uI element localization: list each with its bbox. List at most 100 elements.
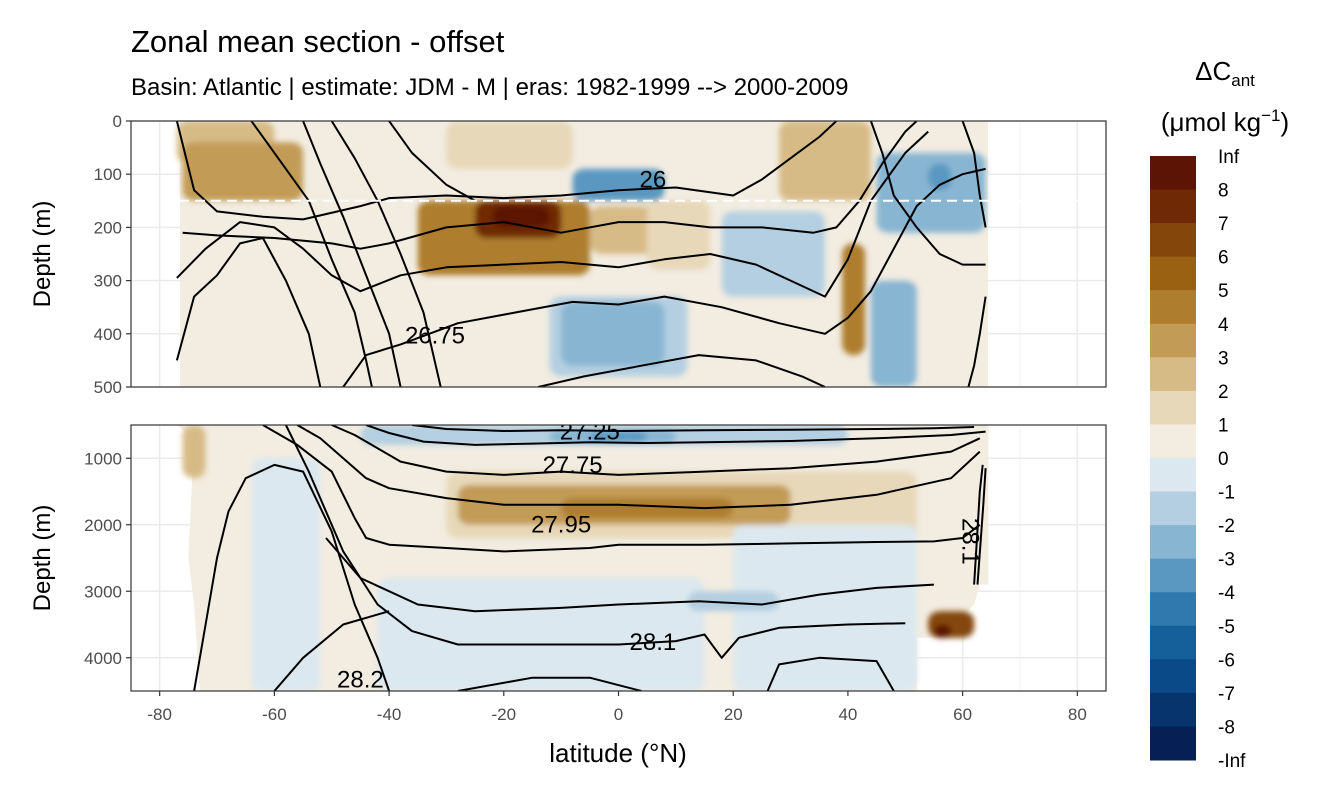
legend-swatch	[1150, 625, 1196, 660]
anomaly-patch	[928, 163, 952, 191]
isopycnal-line	[193, 463, 391, 691]
isopycnal-line	[976, 468, 987, 585]
legend-swatch	[1150, 726, 1196, 761]
anomaly-patch	[779, 121, 871, 201]
legend-break-label: -5	[1218, 617, 1235, 638]
legend-swatch	[1150, 223, 1196, 258]
isopycnal-line	[262, 425, 981, 553]
legend-break-label: -2	[1218, 516, 1235, 537]
legend-break-label: 1	[1218, 415, 1229, 436]
isopycnal-label: 26	[640, 167, 667, 194]
chart-subtitle: Basin: Atlantic | estimate: JDM - M | er…	[131, 74, 849, 101]
isopycnal-line	[766, 656, 895, 691]
y-tick-label: 500	[94, 378, 122, 397]
legend-swatch	[1150, 491, 1196, 526]
anomaly-patch	[251, 458, 321, 691]
isopycnal-line	[273, 610, 390, 691]
isopycnal-line	[342, 167, 986, 387]
legend-break-label: 3	[1218, 348, 1229, 369]
lower-isopycnal-labels: 27.25 27.25 27.75 27.95 28.1 28.2 28.1	[337, 401, 984, 694]
anomaly-patch	[561, 301, 665, 366]
x-tick-label: -40	[377, 705, 402, 724]
isopycnal-line	[250, 121, 373, 387]
x-tick-label: 20	[724, 705, 743, 724]
legend-swatch	[1150, 458, 1196, 493]
y-tick-label: 300	[94, 272, 122, 291]
x-tick-label: 40	[838, 705, 857, 724]
lower-isopycnal-contours	[193, 425, 987, 691]
legend-swatch	[1150, 256, 1196, 291]
legend-break-label: 0	[1218, 449, 1229, 470]
upper-anomaly-field	[176, 121, 986, 387]
isopycnal-line	[537, 354, 826, 387]
anomaly-patch	[733, 524, 917, 691]
y-tick-label: 4000	[84, 649, 122, 668]
legend-units: (μmol kg−1)	[1161, 106, 1289, 137]
legend-swatch	[1150, 189, 1196, 224]
isopycnal-label: 27.25	[359, 401, 419, 428]
x-tick-label: -80	[147, 705, 172, 724]
legend-break-label: -1	[1218, 483, 1235, 504]
isopycnal-line	[175, 121, 838, 221]
legend-break-label: -7	[1218, 684, 1235, 705]
isopycnal-label: 28.1	[957, 518, 984, 565]
isopycnal-label: 26.75	[405, 322, 465, 349]
legend: ΔCant (μmol kg−1) Inf 8 7 6 5 4 3 2 1 0 -1 -2 -3 -4 -5…	[1150, 56, 1289, 772]
isopycnal-line	[331, 425, 981, 476]
y-tick-label: 3000	[84, 582, 122, 601]
anomaly-patch	[870, 280, 917, 387]
anomaly-patch	[647, 200, 711, 270]
x-tick-label: -60	[262, 705, 287, 724]
x-axis: -80 -60 -40 -20 0 20 40 60 80	[147, 691, 1087, 724]
legend-break-label: -6	[1218, 650, 1235, 671]
isopycnal-label: 27.25	[560, 419, 620, 446]
anomaly-patch	[589, 431, 648, 442]
anomaly-patch	[721, 211, 825, 297]
upper-panel-border	[130, 120, 1107, 388]
anomaly-patch	[182, 142, 304, 201]
isopycnal-line	[457, 676, 642, 691]
legend-swatch	[1150, 558, 1196, 593]
x-axis-title: latitude (°N)	[549, 738, 687, 768]
legend-title: ΔCant	[1195, 56, 1255, 90]
legend-swatch	[1150, 592, 1196, 627]
legend-break-label: -4	[1218, 583, 1235, 604]
legend-break-label: 4	[1218, 315, 1229, 336]
legend-break-label: -8	[1218, 717, 1235, 738]
isopycnal-line	[973, 464, 984, 585]
isopycnal-line	[175, 237, 322, 387]
anomaly-patch	[561, 498, 734, 519]
isopycnal-label: 27.75	[543, 452, 603, 479]
legend-break-label: 2	[1218, 382, 1229, 403]
y-tick-label: 1000	[84, 449, 122, 468]
legend-break-label: -3	[1218, 550, 1235, 571]
upper-y-axis: 0 100 200 300 400 500	[94, 112, 131, 397]
anomaly-patch	[933, 624, 952, 638]
legend-break-label: Inf	[1218, 147, 1240, 168]
isopycnal-label: 28.2	[337, 667, 384, 694]
anomaly-patch	[842, 243, 866, 356]
lower-anomaly-field	[182, 425, 975, 691]
x-tick-label: 60	[953, 705, 972, 724]
isopycnal-label: 27.95	[531, 512, 591, 539]
legend-break-label: 6	[1218, 248, 1229, 269]
legend-swatch	[1150, 525, 1196, 560]
legend-break-label: -Inf	[1218, 751, 1246, 772]
legend-swatch	[1150, 659, 1196, 694]
legend-swatch	[1150, 357, 1196, 392]
anomaly-patch	[377, 577, 705, 691]
isopycnal-line	[365, 425, 986, 446]
x-tick-label: 0	[614, 705, 623, 724]
y-axis-title-upper: Depth (m)	[29, 201, 56, 308]
y-tick-label: 400	[94, 325, 122, 344]
y-tick-label: 100	[94, 165, 122, 184]
legend-swatch	[1150, 290, 1196, 325]
isopycnal-line	[967, 296, 987, 387]
chart-title: Zonal mean section - offset	[131, 24, 505, 59]
anomaly-patch	[182, 425, 206, 479]
isopycnal-line	[296, 425, 981, 510]
isopycnal-line	[869, 121, 986, 266]
legend-colorbar	[1150, 156, 1196, 761]
y-tick-label: 0	[113, 112, 122, 131]
